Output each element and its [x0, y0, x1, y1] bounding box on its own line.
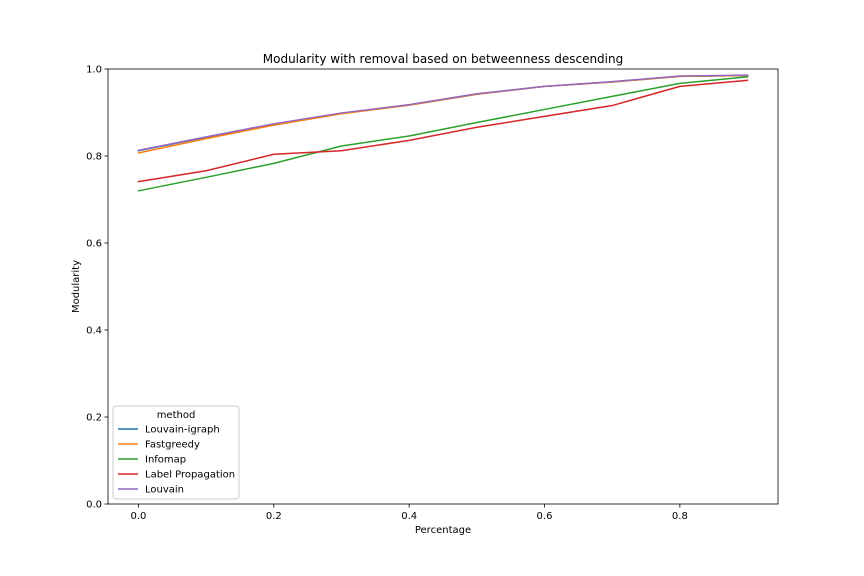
x-tick-label: 0.0: [131, 511, 147, 522]
y-axis: 0.0 0.2 0.4 0.6 0.8 1.0: [86, 65, 108, 511]
legend-box: [112, 405, 240, 500]
y-axis-label: Modularity: [71, 260, 82, 313]
series-line-infomap: [137, 76, 749, 192]
x-axis: 0.0 0.2 0.4 0.6 0.8: [131, 504, 688, 522]
x-tick-label: 0.2: [266, 511, 282, 522]
x-axis-label: Percentage: [415, 525, 471, 536]
legend-items: Louvain-igraph Fastgreedy Infomap Label Pro…: [118, 425, 235, 496]
legend-label-fastgreedy: Fastgreedy: [145, 440, 200, 451]
chart-title: Modularity with removal based on between…: [263, 52, 623, 66]
x-tick-label: 0.6: [537, 511, 553, 522]
plot-area-frame: [107, 68, 779, 505]
y-tick-label: 0.8: [86, 152, 102, 163]
y-tick-label: 0.6: [86, 239, 102, 250]
y-tick-label: 1.0: [86, 65, 102, 76]
y-tick-label: 0.0: [86, 500, 102, 511]
x-tick-label: 0.8: [672, 511, 688, 522]
series-line-louvain: [137, 74, 749, 152]
series-line-fastgreedy: [137, 74, 749, 154]
legend-label-infomap: Infomap: [145, 455, 186, 466]
series-line-label-propagation: [137, 79, 749, 183]
legend: method Louvain-igraph Fastgreedy Infomap La…: [112, 405, 240, 500]
series-lines: [137, 74, 749, 192]
x-tick-label: 0.4: [401, 511, 417, 522]
legend-label-label-propagation: Label Propagation: [145, 470, 235, 481]
legend-label-louvain-igraph: Louvain-igraph: [145, 425, 220, 436]
series-line-louvain-igraph: [137, 74, 749, 152]
legend-label-louvain: Louvain: [145, 485, 184, 496]
y-tick-label: 0.4: [86, 326, 102, 337]
y-tick-label: 0.2: [86, 413, 102, 424]
legend-title: method: [157, 410, 196, 421]
